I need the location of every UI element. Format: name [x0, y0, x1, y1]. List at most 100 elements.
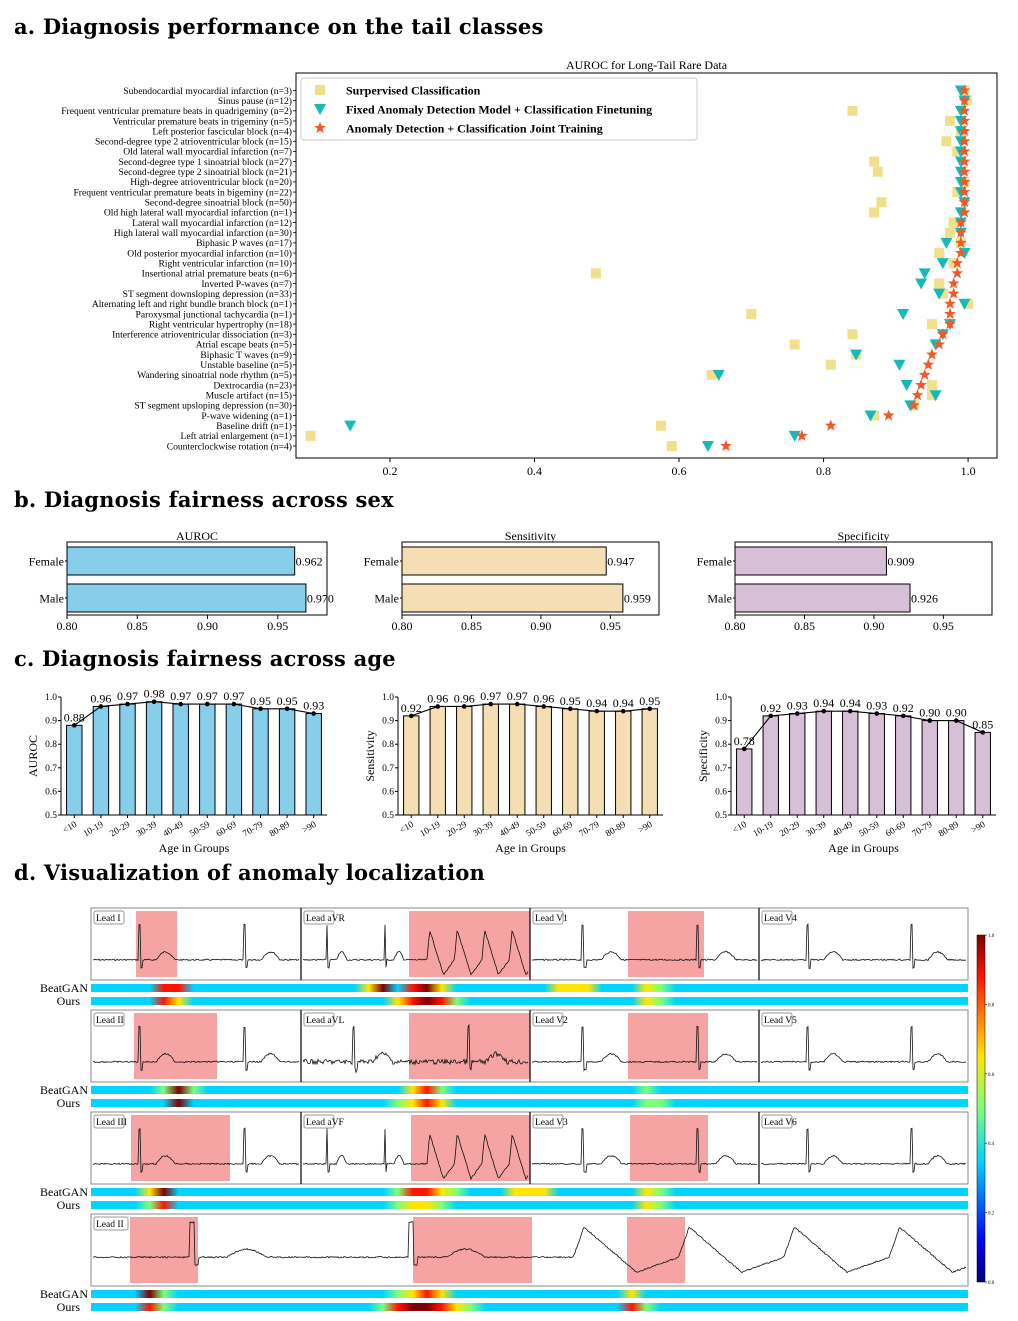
tail-point-square	[937, 288, 948, 299]
sex-x-tick-label: 0.80	[725, 619, 746, 633]
lead-label-box	[93, 910, 125, 925]
age-bar-value-label: 0.90	[946, 706, 967, 720]
anomaly-highlight	[411, 1115, 530, 1181]
age-trend-point	[72, 723, 77, 728]
age-bar-value-label: 0.92	[893, 701, 914, 715]
tail-x-tick-label: 0.4	[527, 464, 542, 478]
age-bar	[615, 710, 632, 816]
tail-category-label: Left atrial enlargement (n=1)	[180, 431, 292, 442]
tail-point-star	[958, 185, 971, 198]
tail-point-triangle	[897, 308, 910, 320]
age-x-tick-label: 80-89	[268, 819, 292, 839]
tail-plot-frame	[295, 72, 998, 459]
sex-x-tick-label: 0.95	[933, 619, 954, 633]
tail-category-label: Interference atrioventricular dissociati…	[112, 330, 292, 341]
colorbar-tick-label: 0.8	[988, 1003, 995, 1008]
tail-category-label: Right ventricular infarction (n=10)	[158, 258, 292, 269]
anomaly-highlight	[627, 1217, 685, 1283]
age-trend-point	[647, 706, 653, 712]
age-trend-point	[514, 701, 520, 707]
heatmap-label-beatgan: BeatGAN	[40, 1185, 88, 1199]
age-y-tick-label: 1.0	[382, 693, 394, 703]
age-xlabel: Age in Groups	[159, 841, 230, 855]
sex-bar	[734, 583, 911, 613]
tail-legend-label: Surpervised Classification	[346, 84, 481, 98]
age-bar	[948, 720, 965, 816]
anomaly-highlight	[628, 1013, 708, 1079]
age-y-tick-label: 0.8	[45, 740, 57, 750]
tail-point-square	[926, 380, 937, 391]
tail-category-label: P-wave widening (n=1)	[201, 411, 292, 422]
tail-point-star	[936, 328, 949, 340]
heatmap-beatgan	[91, 1188, 968, 1196]
age-trend-point	[980, 730, 986, 735]
tail-point-star	[915, 378, 928, 391]
age-bar	[895, 715, 912, 816]
tail-point-star	[908, 399, 920, 411]
age-bar-value-label: 0.94	[613, 696, 634, 710]
tail-point-star	[824, 419, 837, 431]
age-y-tick-label: 0.9	[715, 717, 727, 727]
ecg-trace	[760, 1127, 967, 1174]
age-y-tick-label: 1.0	[45, 693, 57, 703]
age-bar-value-label: 0.94	[813, 696, 834, 710]
tail-legend-marker-triangle	[314, 104, 326, 115]
tail-category-label: Biphasic P waves (n=17)	[196, 238, 292, 249]
tail-point-star	[926, 348, 938, 360]
colorbar-tick-label: 1.0	[988, 934, 995, 939]
age-bar	[868, 713, 885, 816]
age-trend-point	[205, 701, 210, 707]
heatmap-beatgan	[91, 1290, 968, 1298]
age-y-tick-label: 0.7	[45, 764, 57, 774]
age-x-tick-label: >90	[969, 819, 987, 835]
age-bar	[252, 708, 269, 816]
tail-x-tick-label: 0.8	[816, 464, 831, 478]
age-x-tick-label: 30-39	[471, 819, 495, 839]
tail-point-star	[944, 297, 956, 309]
tail-category-label: Paroxysmal junctional tachycardia (n=1)	[136, 309, 292, 320]
lead-label-box	[303, 910, 335, 925]
tail-category-label: Inverted P-waves (n=7)	[201, 279, 292, 290]
tail-category-label: Second-degree sinoatrial block (n=50)	[145, 198, 292, 209]
sex-bar-value-label: 0.959	[624, 592, 651, 606]
age-x-tick-label: 30-39	[804, 819, 828, 839]
tail-category-label: Unstable baseline (n=5)	[200, 360, 292, 371]
tail-category-label: Ventricular premature beats in trigeminy…	[113, 116, 292, 127]
age-bar	[641, 708, 658, 816]
age-x-tick-label: 60-69	[884, 819, 908, 839]
lead-label-box	[761, 910, 793, 925]
tail-category-label: Counterclockwise rotation (n=4)	[167, 441, 292, 452]
tail-point-star	[954, 226, 967, 238]
tail-point-star	[944, 317, 956, 330]
tail-point-star	[954, 216, 967, 228]
sex-bar	[401, 583, 624, 613]
tail-point-star	[958, 84, 971, 96]
sex-bar-value-label: 0.962	[296, 555, 323, 569]
tail-point-square	[847, 329, 858, 340]
age-bar	[762, 715, 779, 816]
age-x-tick-label: 20-29	[108, 819, 132, 839]
tail-point-star	[882, 409, 895, 421]
heatmap-ours	[91, 1303, 968, 1311]
colorbar-tick-label: 0.2	[988, 1212, 995, 1217]
age-x-tick-label: 10-19	[418, 819, 442, 839]
age-trend-point	[927, 718, 933, 723]
ecg-trace	[531, 924, 758, 969]
tail-point-square	[746, 308, 757, 319]
tail-category-label: Lateral wall myocardial infarction (n=12…	[132, 218, 292, 229]
sex-panel-title: Specificity	[838, 529, 890, 543]
tail-point-triangle	[936, 258, 949, 270]
sex-category-label: Female	[697, 555, 732, 569]
tail-legend-marker-square	[315, 85, 325, 95]
tail-category-label: Subendocardial myocardial infarction (n=…	[123, 86, 292, 97]
colorbar-tick-label: 0.0	[988, 1281, 995, 1286]
age-bar	[588, 710, 605, 816]
tail-point-triangle	[701, 441, 714, 452]
tail-category-label: Baseline drift (n=1)	[216, 421, 292, 432]
age-bar-value-label: 0.97	[170, 689, 191, 703]
sex-panel-title: AUROC	[176, 529, 218, 543]
age-bar-value-label: 0.94	[586, 696, 607, 710]
tail-point-square	[941, 136, 952, 147]
age-y-tick-label: 0.9	[382, 717, 394, 727]
sex-category-label: Female	[364, 555, 399, 569]
